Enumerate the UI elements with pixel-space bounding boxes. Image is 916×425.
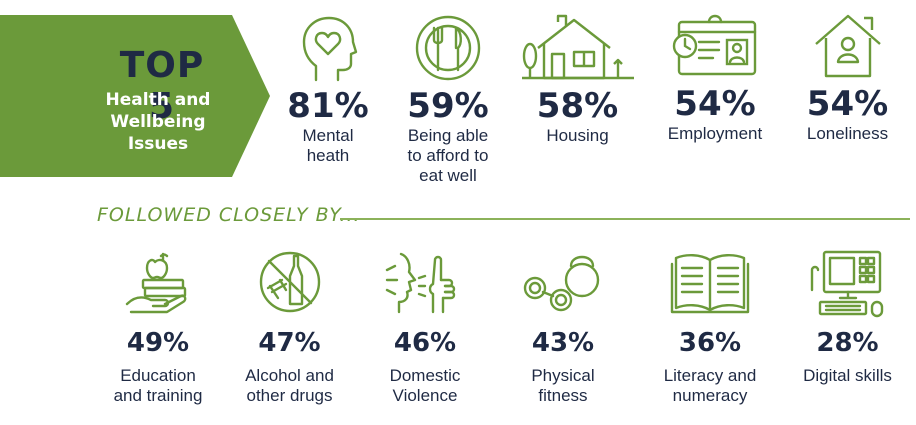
top-item-loneliness: 54% Loneliness: [795, 12, 900, 144]
top-item-label: Loneliness: [806, 124, 889, 143]
divider-line: [340, 218, 910, 220]
top-item-label: Mental: [302, 126, 354, 145]
top-item-label: eat well: [419, 166, 477, 185]
person-house-icon: [814, 14, 881, 78]
top-item-housing: 58% Housing: [515, 14, 640, 146]
bottom-item-pct: 28%: [816, 328, 879, 358]
bottom-item-label: Alcohol and: [245, 366, 334, 385]
bottom-item-label: numeracy: [672, 386, 748, 405]
bottom-item-alcohol: 47% Alcohol and other drugs: [232, 250, 347, 406]
bottom-item-literacy: 36% Literacy and numeracy: [650, 250, 770, 406]
apple-books-icon: [125, 252, 187, 314]
bottom-item-education: 49% Education and training: [98, 250, 218, 406]
bottom-item-label: Domestic: [389, 366, 461, 385]
bottom-item-label: Physical: [531, 366, 595, 385]
banner-title: TOP 5: [119, 45, 205, 127]
bottom-item-pct: 36%: [678, 328, 742, 358]
top-item-label: Being able: [407, 126, 489, 145]
stop-hand-icon: [385, 252, 456, 314]
bottom-item-label: Violence: [392, 386, 458, 405]
top-item-employment: 54% Employment: [655, 12, 775, 144]
top-item-pct: 54%: [806, 84, 889, 124]
top-item-mental: 81% Mental heath: [278, 14, 378, 166]
banner-subtitle-line1: Health and: [105, 90, 211, 110]
computer-icon: [810, 250, 883, 318]
bottom-item-label: Education: [120, 366, 196, 385]
bottom-item-pct: 43%: [531, 328, 595, 358]
top-item-label: heath: [306, 146, 350, 165]
top5-banner: TOP 5 Health and Wellbeing Issues: [0, 15, 270, 177]
bottom-item-domestic: 46% Domestic Violence: [375, 250, 475, 406]
bottom-item-label: Digital skills: [803, 366, 892, 385]
no-drugs-icon: [259, 251, 320, 313]
top-item-label: Employment: [667, 124, 763, 143]
banner-subtitle-line3: Issues: [127, 134, 189, 154]
house-icon: [521, 14, 634, 80]
banner-arrow-shape: [0, 15, 270, 177]
top-item-pct: 54%: [674, 84, 756, 124]
top-item-eat-well: 59% Being able to afford to eat well: [393, 14, 503, 186]
head-heart-icon: [302, 16, 358, 82]
bottom-item-pct: 47%: [258, 328, 321, 358]
top-item-pct: 81%: [287, 86, 369, 126]
bottom-item-label: and training: [113, 386, 203, 405]
top-item-label: to afford to: [407, 146, 489, 165]
bottom-item-pct: 46%: [393, 328, 457, 358]
bottom-item-label: Literacy and: [663, 366, 757, 385]
followed-closely-heading: FOLLOWED CLOSELY BY...: [97, 204, 361, 226]
id-card-clock-icon: [672, 14, 757, 76]
bottom-item-fitness: 43% Physical fitness: [513, 250, 613, 406]
weights-icon: [523, 255, 600, 312]
bottom-item-digital: 28% Digital skills: [790, 250, 905, 386]
banner-subtitle: Health and Wellbeing Issues: [88, 89, 228, 155]
top-item-pct: 58%: [536, 86, 619, 126]
top-item-label: Housing: [546, 126, 609, 145]
open-book-icon: [670, 254, 750, 314]
top-item-pct: 59%: [407, 86, 489, 126]
plate-cutlery-icon: [415, 15, 481, 81]
banner-subtitle-line2: Wellbeing: [110, 112, 206, 132]
bottom-item-label: fitness: [538, 386, 588, 405]
bottom-item-label: other drugs: [246, 386, 333, 405]
bottom-item-pct: 49%: [126, 328, 190, 358]
